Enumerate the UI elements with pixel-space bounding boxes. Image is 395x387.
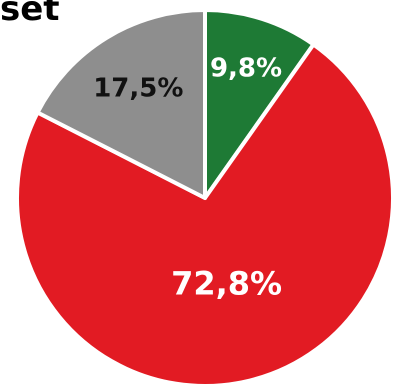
pie-slice-label-2: 72,8% xyxy=(171,265,282,303)
pie-slices xyxy=(15,8,395,387)
pie-slice-2 xyxy=(15,42,395,387)
pie-slice-label-1: 9,8% xyxy=(210,54,282,84)
chart-title-fragment: set xyxy=(0,0,60,29)
pie-slice-1 xyxy=(203,8,316,200)
pie-slice-label-3: 17,5% xyxy=(93,74,183,104)
pie-slice-3 xyxy=(35,8,207,200)
pie-labels: 9,8% 72,8% 17,5% xyxy=(93,54,282,303)
